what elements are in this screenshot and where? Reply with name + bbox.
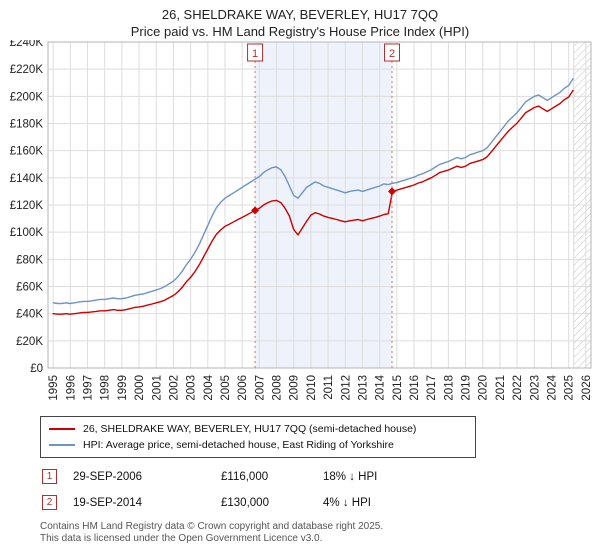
page-title: 26, SHELDRAKE WAY, BEVERLEY, HU17 7QQ [161, 7, 439, 22]
table-row: 2 19-SEP-2014 £130,000 4% ↓ HPI [42, 495, 600, 510]
svg-text:£120K: £120K [10, 200, 44, 212]
sale-1-date: 29-SEP-2006 [73, 470, 143, 483]
svg-text:£60K: £60K [16, 282, 43, 294]
svg-text:£0: £0 [30, 363, 43, 375]
sale-1-price: £116,000 [221, 470, 269, 483]
legend-label-hpi: HPI: Average price, semi-detached house,… [83, 439, 394, 451]
sale-2-marker: 2 [42, 495, 57, 510]
price-chart: £0 £20K £40K £60K £80K £100K £120K £140K £160K £1… [10, 40, 593, 401]
svg-text:2018: 2018 [443, 375, 455, 401]
svg-text:2007: 2007 [254, 375, 266, 401]
sale-1-marker: 1 [42, 469, 57, 484]
svg-text:£40K: £40K [16, 309, 43, 321]
legend-item-property: 26, SHELDRAKE WAY, BEVERLEY, HU17 7QQ (s… [49, 421, 467, 437]
svg-text:£240K: £240K [10, 40, 44, 49]
svg-text:£220K: £220K [10, 64, 44, 76]
svg-text:2011: 2011 [323, 375, 335, 400]
svg-text:2006: 2006 [237, 375, 249, 401]
svg-text:£80K: £80K [16, 254, 43, 266]
svg-text:2013: 2013 [357, 375, 369, 401]
page-subtitle: Price paid vs. HM Land Registry's House … [130, 24, 470, 39]
svg-text:2008: 2008 [272, 375, 284, 401]
svg-text:2016: 2016 [409, 375, 421, 401]
chart-titles: 26, SHELDRAKE WAY, BEVERLEY, HU17 7QQ Pr… [0, 0, 600, 40]
svg-text:2009: 2009 [289, 375, 301, 401]
svg-text:2014: 2014 [375, 374, 387, 400]
svg-text:2022: 2022 [512, 375, 524, 401]
svg-text:2003: 2003 [186, 375, 198, 401]
legend-label-property: 26, SHELDRAKE WAY, BEVERLEY, HU17 7QQ (s… [83, 423, 417, 435]
svg-text:2017: 2017 [426, 375, 438, 401]
svg-text:2012: 2012 [340, 375, 352, 401]
svg-text:£100K: £100K [10, 227, 44, 239]
svg-text:1999: 1999 [117, 375, 129, 401]
svg-text:1998: 1998 [100, 375, 112, 401]
svg-text:2021: 2021 [495, 375, 507, 401]
svg-text:£200K: £200K [10, 91, 44, 103]
svg-text:£180K: £180K [10, 119, 44, 131]
svg-text:2004: 2004 [203, 374, 215, 400]
svg-text:2002: 2002 [168, 375, 180, 401]
svg-text:2023: 2023 [529, 375, 541, 401]
svg-text:2025: 2025 [564, 375, 576, 401]
svg-text:2: 2 [389, 48, 395, 60]
svg-text:2026: 2026 [581, 375, 593, 401]
svg-text:£140K: £140K [10, 173, 44, 185]
sale-1-hpi-diff: 18% ↓ HPI [323, 470, 378, 483]
svg-text:2001: 2001 [151, 375, 163, 401]
sale-2-date: 19-SEP-2014 [73, 496, 143, 509]
table-row: 1 29-SEP-2006 £116,000 18% ↓ HPI [42, 469, 600, 484]
svg-text:2019: 2019 [461, 375, 473, 401]
transactions-table: 1 29-SEP-2006 £116,000 18% ↓ HPI 2 19-SE… [42, 469, 600, 510]
footer-line-1: Contains HM Land Registry data © Crown c… [40, 521, 384, 532]
svg-text:1996: 1996 [65, 375, 77, 401]
svg-text:2000: 2000 [134, 375, 146, 401]
sale-2-hpi-diff: 4% ↓ HPI [323, 496, 371, 509]
svg-text:2005: 2005 [220, 375, 232, 401]
svg-text:1997: 1997 [83, 375, 95, 401]
svg-text:£20K: £20K [16, 336, 43, 348]
svg-text:1995: 1995 [48, 375, 60, 401]
sale-2-price: £130,000 [221, 496, 269, 509]
svg-text:1: 1 [252, 48, 258, 60]
legend-item-hpi: HPI: Average price, semi-detached house,… [49, 437, 467, 453]
hpi-line-swatch [49, 444, 75, 446]
property-line-swatch [49, 428, 75, 430]
svg-text:2010: 2010 [306, 375, 318, 401]
svg-text:2024: 2024 [546, 374, 558, 400]
svg-text:£160K: £160K [10, 146, 44, 158]
svg-text:2020: 2020 [478, 375, 490, 401]
svg-text:2015: 2015 [392, 375, 404, 401]
license-footer: Contains HM Land Registry data © Crown c… [40, 521, 600, 545]
chart-legend: 26, SHELDRAKE WAY, BEVERLEY, HU17 7QQ (s… [40, 416, 476, 458]
footer-line-2: This data is licensed under the Open Gov… [40, 533, 323, 545]
